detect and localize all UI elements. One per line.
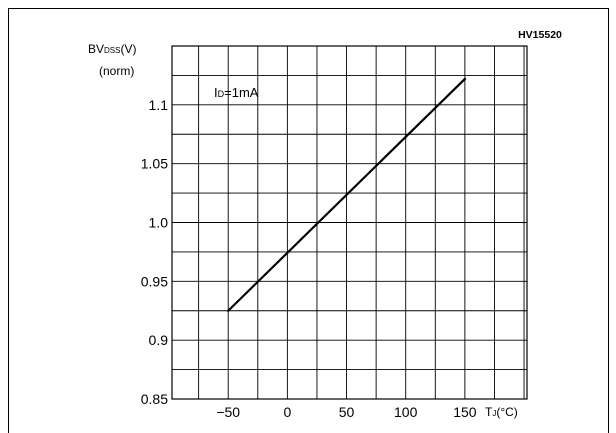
series-line bbox=[226, 77, 467, 313]
x-tick-label: −50 bbox=[216, 404, 240, 420]
x-tick-label: 100 bbox=[394, 404, 418, 420]
x-axis-label: TJ(°C) bbox=[485, 405, 518, 419]
tick-labels: −50 0 50 100 150 0.85 0.9 0.95 1.0 1.05 1.1 bbox=[141, 97, 477, 420]
x-tick-label: 150 bbox=[453, 404, 477, 420]
y-axis-label: BVDSS(V) bbox=[88, 42, 136, 56]
y-tick-label: 1.05 bbox=[141, 156, 168, 172]
y-tick-label: 0.85 bbox=[141, 391, 168, 407]
y-tick-label: 0.9 bbox=[149, 332, 169, 348]
grid bbox=[172, 46, 527, 399]
data-marks bbox=[226, 77, 467, 313]
x-tick-label: 50 bbox=[339, 404, 355, 420]
condition-annotation: ID=1mA bbox=[214, 85, 259, 100]
y-tick-label: 1.1 bbox=[149, 97, 169, 113]
y-tick-label: 1.0 bbox=[149, 215, 169, 231]
outer-border bbox=[8, 8, 609, 433]
figure-code: HV15520 bbox=[518, 29, 562, 41]
plot-border bbox=[171, 45, 528, 400]
y-axis-label-norm: (norm) bbox=[99, 64, 134, 78]
y-tick-label: 0.95 bbox=[141, 273, 168, 289]
x-tick-label: 0 bbox=[283, 404, 291, 420]
